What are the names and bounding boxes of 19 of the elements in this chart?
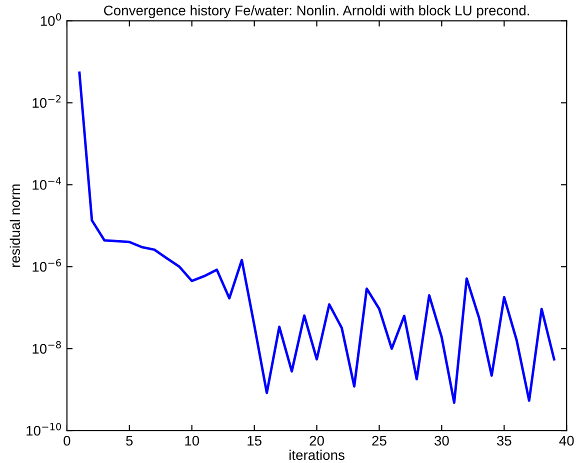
x-tick-label: 10 xyxy=(185,436,200,446)
x-tick-label: 0 xyxy=(64,436,70,446)
y-tick-label: 10$^{−2}$ xyxy=(32,95,61,108)
line-series xyxy=(78,72,556,404)
x-tick-label: 40 xyxy=(559,436,574,446)
x-tick-label: 25 xyxy=(372,436,386,446)
y-tick-label: 10$^{−8}$ xyxy=(32,341,61,354)
x-tick-label: 5 xyxy=(126,436,133,446)
x-tick-label: 30 xyxy=(434,436,449,446)
y-tick-label: 10$^{−4}$ xyxy=(32,177,62,190)
x-tick-label: 20 xyxy=(310,436,324,446)
x-tick-label: 35 xyxy=(496,436,512,446)
chart-title: Convergence history Fe/water: Nonlin. Arnoldi with block LU precond. xyxy=(104,5,529,18)
x-tick-label: 15 xyxy=(248,436,262,446)
y-tick-label: 10$^{−10}$ xyxy=(26,422,61,436)
y-tick-label: 10$^{−6}$ xyxy=(32,259,61,272)
y-tick-label: 10$^{0}$ xyxy=(40,13,61,26)
y-axis-title: residual norm xyxy=(10,184,20,267)
x-axis-title: iterations xyxy=(290,450,344,460)
